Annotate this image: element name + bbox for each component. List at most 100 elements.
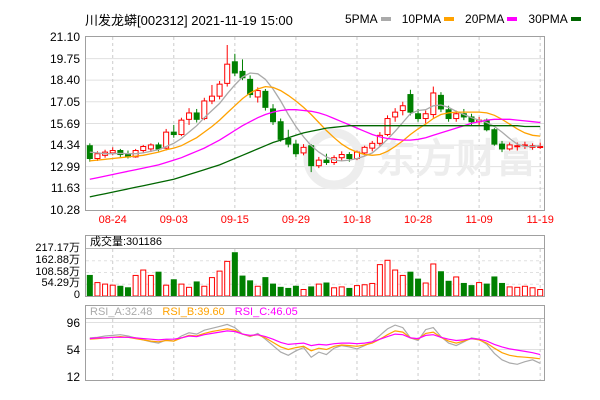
candle-body (437, 94, 444, 110)
candle-body (346, 154, 353, 160)
volume-bar (384, 259, 391, 296)
volume-bar (216, 270, 223, 296)
candle-body (224, 63, 231, 84)
date-axis-label: 09-15 (220, 214, 249, 226)
rsi-line-rsi_c (89, 330, 541, 356)
volume-bar (331, 287, 338, 296)
volume-bar (460, 282, 467, 296)
legend-swatch-icon (507, 17, 518, 21)
rsi-chart-canvas (86, 319, 544, 380)
price-axis-label: 11.63 (50, 181, 80, 196)
price-axis-label: 12.99 (49, 159, 80, 174)
candle-body (468, 116, 475, 123)
candle-body (300, 146, 307, 154)
candle-body (323, 159, 330, 164)
price-axis-label: 15.69 (49, 116, 80, 131)
volume-axis-label: 54.29万 (41, 277, 80, 290)
volume-bar (270, 283, 277, 296)
legend-label: 10PMA (401, 12, 442, 26)
volume-bar (186, 286, 193, 296)
volume-bar (369, 282, 376, 296)
page-title: 川发龙蟒[002312] 2021-11-19 15:00 (85, 13, 293, 28)
candle-body (147, 144, 154, 150)
candle-body (277, 121, 284, 140)
volume-bar (353, 285, 360, 296)
legend-item-5pma: 5PMA (345, 12, 391, 26)
volume-axis-label: 217.17万 (35, 242, 80, 254)
price-axis-label: 10.28 (49, 203, 80, 217)
volume-axis-label: 162.88万 (35, 253, 80, 266)
volume-bar (521, 285, 528, 296)
date-axis-label: 11-19 (526, 214, 554, 226)
rsi-line-rsi_b (89, 328, 541, 360)
candle-body (247, 78, 254, 96)
volume-bar (529, 287, 536, 296)
volume-bar (140, 269, 147, 296)
volume-bar (499, 282, 506, 296)
rsi-axis-label: 96 (66, 315, 80, 330)
ma-line-10pma (89, 85, 541, 162)
candle-body (178, 119, 185, 136)
rsi-line-rsi_a (89, 323, 541, 365)
volume-chart-canvas (86, 249, 544, 296)
price-axis-label: 14.34 (49, 138, 80, 153)
volume-bar (224, 260, 231, 296)
candlestick-chart-canvas: 东方财富 (86, 37, 544, 210)
volume-bar (239, 275, 246, 296)
volume-bar (315, 283, 322, 296)
legend-item-30pma: 30PMA (528, 12, 581, 26)
rsi-a-label: RSI_A:32.48 (90, 306, 153, 318)
volume-bar (537, 289, 544, 296)
volume-bar (506, 286, 513, 296)
candle-body (155, 144, 162, 150)
candle-body (491, 129, 498, 145)
candle-body (399, 105, 406, 112)
candle-body (208, 95, 215, 102)
candle-body (140, 146, 147, 152)
candle-body (292, 143, 299, 155)
volume-bar (445, 280, 452, 296)
legend-item-20pma: 20PMA (465, 12, 518, 26)
volume-bar (346, 287, 353, 296)
legend-label: 20PMA (465, 12, 505, 26)
volume-bar (163, 284, 170, 296)
candle-body (361, 146, 368, 154)
candle-body (186, 112, 193, 120)
candle-body (537, 146, 544, 149)
date-axis-label: 08-24 (98, 214, 127, 226)
volume-bar (483, 283, 490, 296)
volume-bar (514, 286, 521, 296)
candle-body (262, 90, 269, 108)
volume-bar (361, 284, 368, 296)
rsi-axis-label: 54 (66, 342, 80, 357)
volume-label-strip: 成交量:301186 (86, 236, 544, 249)
volume-bar (155, 271, 162, 296)
volume-panel: 成交量:301186 (85, 235, 545, 297)
ma-legend: 5PMA 10PMA 20PMA 30PMA (345, 12, 581, 26)
volume-bar (376, 264, 383, 296)
legend-swatch-icon (380, 17, 391, 21)
volume-bar (132, 274, 139, 296)
candle-body (422, 113, 429, 120)
volume-bar (437, 271, 444, 296)
volume-label: 成交量:301186 (90, 236, 162, 248)
candle-body (109, 150, 116, 154)
volume-bar (300, 289, 307, 296)
volume-bar (308, 286, 315, 296)
candle-body (163, 131, 170, 149)
volume-bar (86, 274, 93, 296)
date-axis-label: 09-03 (159, 214, 188, 226)
candle-body (315, 159, 322, 167)
candle-body (117, 150, 124, 156)
volume-bar (201, 285, 208, 296)
price-axis-label: 17.05 (49, 94, 80, 109)
candle-body (170, 131, 177, 136)
rsi-axis-label: 12 (66, 369, 80, 384)
volume-bar (491, 276, 498, 296)
candle-body (376, 134, 383, 144)
volume-axis-label: 108.58万 (35, 265, 80, 278)
volume-bar (231, 252, 238, 296)
volume-bar (170, 279, 177, 296)
price-axis-label: 21.10 (49, 30, 80, 44)
